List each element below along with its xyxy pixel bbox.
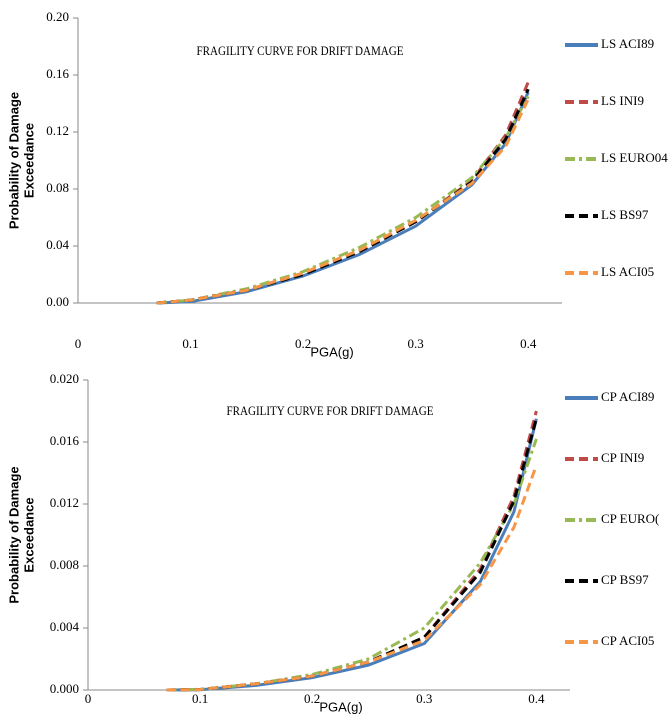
x-axis-label: PGA(g) [310,344,353,359]
series-line [156,88,530,305]
series-line [166,438,538,692]
y-axis-label: Exceedance [21,123,36,198]
legend-label: LS ACI05 [601,264,654,279]
x-tick-label: 0.2 [295,336,311,351]
x-tick-label: 0.4 [520,336,537,351]
x-tick-label: 0.3 [416,691,432,706]
x-tick-label: 0.3 [408,336,424,351]
series-line [156,95,530,305]
x-tick-label: 0 [75,336,82,351]
legend-label: CP EURO( [601,511,659,526]
legend-label: LS ACI89 [601,36,654,51]
y-tick-label: 0.12 [46,123,69,138]
y-tick-label: 0.000 [50,681,79,696]
legend-label: LS BS97 [601,207,649,222]
y-axis-label: Exceedance [21,497,36,572]
legend-label: LS EURO04 [601,150,668,165]
legend-label: CP ACI05 [601,633,654,648]
y-tick-label: 0.04 [46,237,69,252]
legend-label: CP INI9 [601,450,644,465]
x-tick-label: 0 [85,691,92,706]
y-tick-label: 0.20 [46,9,69,24]
legend-label: CP ACI89 [601,389,654,404]
series-line [166,418,538,692]
y-axis-label: Probability of Damage [6,466,21,603]
y-tick-label: 0.16 [46,66,69,81]
y-tick-label: 0.012 [50,495,79,510]
x-tick-label: 0.2 [304,691,320,706]
x-axis-label: PGA(g) [319,699,362,714]
y-tick-label: 0.008 [50,557,79,572]
y-tick-label: 0.016 [50,433,80,448]
y-axis-label: Probability of Damage [6,92,21,229]
series-line [166,418,538,692]
series-line [156,81,530,305]
series-line [166,464,538,692]
chart-title: FRAGILITY CURVE FOR DRIFT DAMAGE [197,43,404,58]
legend-label: LS INI9 [601,93,644,108]
y-tick-label: 0.020 [50,371,79,386]
y-tick-label: 0.08 [46,180,69,195]
series-line [156,91,530,305]
series-line [156,98,530,305]
x-tick-label: 0.1 [192,691,208,706]
y-tick-label: 0.00 [46,294,69,309]
x-tick-label: 0.1 [182,336,198,351]
legend-label: CP BS97 [601,572,649,587]
series-line [166,410,538,692]
y-tick-label: 0.004 [50,619,80,634]
x-tick-label: 0.4 [528,691,545,706]
chart-title: FRAGILITY CURVE FOR DRIFT DAMAGE [227,403,434,418]
